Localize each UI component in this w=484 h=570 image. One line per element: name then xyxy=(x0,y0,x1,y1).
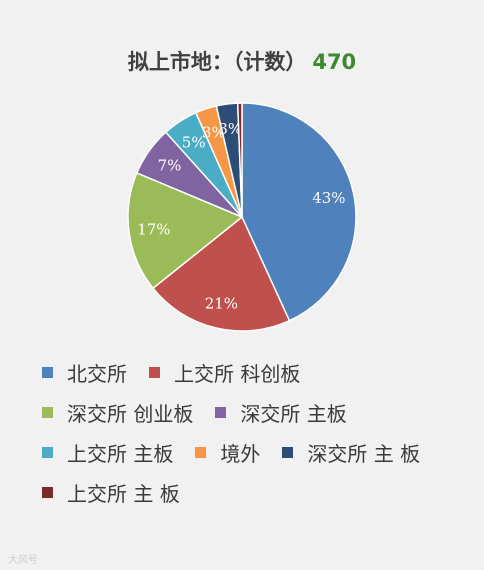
legend-label-0: 北交所 xyxy=(67,361,127,386)
pie-slice-label-3: 7% xyxy=(158,157,182,175)
legend-item-2: 深交所 创业板 xyxy=(42,398,193,427)
legend-swatch-1 xyxy=(149,366,160,378)
pie-slice-2 xyxy=(127,171,244,290)
pie-slice-label-2: 17% xyxy=(137,220,170,238)
legend-item-6: 深交所 主 板 xyxy=(282,438,420,467)
pie-slice-label-5: 3% xyxy=(202,124,226,142)
legend-swatch-2 xyxy=(42,406,53,418)
legend-row-1: 深交所 创业板 深交所 主板 xyxy=(42,392,482,432)
pie-slice-7 xyxy=(236,102,243,218)
chart-title: 拟上市地：（计数） 470 xyxy=(0,46,484,76)
pie-slice-label-1: 21% xyxy=(205,295,238,313)
legend-swatch-5 xyxy=(195,446,207,458)
pie-slice-1 xyxy=(151,215,291,332)
legend-row-2: 上交所 主板 境外 深交所 主 板 xyxy=(42,432,482,472)
legend-item-7: 上交所 主 板 xyxy=(42,478,180,507)
legend-label-2: 深交所 创业板 xyxy=(67,401,194,426)
legend-label-3: 深交所 主板 xyxy=(240,401,347,426)
legend-item-0: 北交所 xyxy=(42,358,127,387)
pie-slice-0 xyxy=(241,102,357,322)
legend-label-6: 深交所 主 板 xyxy=(307,441,421,466)
legend-swatch-6 xyxy=(282,446,294,458)
pie-slice-label-0: 43% xyxy=(312,189,345,207)
watermark-text: 大风号 xyxy=(8,555,38,566)
legend-label-7: 上交所 主 板 xyxy=(67,481,180,506)
legend-row-3: 上交所 主 板 xyxy=(42,472,482,512)
legend-row-0: 北交所 上交所 科创板 xyxy=(42,352,482,392)
legend-item-4: 上交所 主板 xyxy=(42,438,173,467)
pie-slice-label-4: 5% xyxy=(182,133,206,151)
chart-legend: 北交所 上交所 科创板 深交所 创业板 深交所 主板 上交所 主板 境外 深交所 主 板上交… xyxy=(42,352,482,512)
legend-swatch-3 xyxy=(215,406,227,418)
legend-swatch-4 xyxy=(42,446,53,458)
legend-swatch-7 xyxy=(42,486,53,498)
pie-chart: 43%21%17%7%5%3%3% xyxy=(127,102,357,332)
legend-item-3: 深交所 主板 xyxy=(215,398,347,427)
legend-item-1: 上交所 科创板 xyxy=(149,358,300,387)
legend-label-1: 上交所 科创板 xyxy=(174,361,301,386)
legend-item-5: 境外 xyxy=(195,438,260,467)
chart-title-text: 拟上市地：（计数） xyxy=(127,50,307,74)
legend-label-4: 上交所 主板 xyxy=(67,441,174,466)
legend-swatch-0 xyxy=(42,366,53,378)
pie-slice-label-6: 3% xyxy=(218,120,242,138)
chart-title-count: 470 xyxy=(312,50,357,74)
legend-label-5: 境外 xyxy=(220,441,261,466)
